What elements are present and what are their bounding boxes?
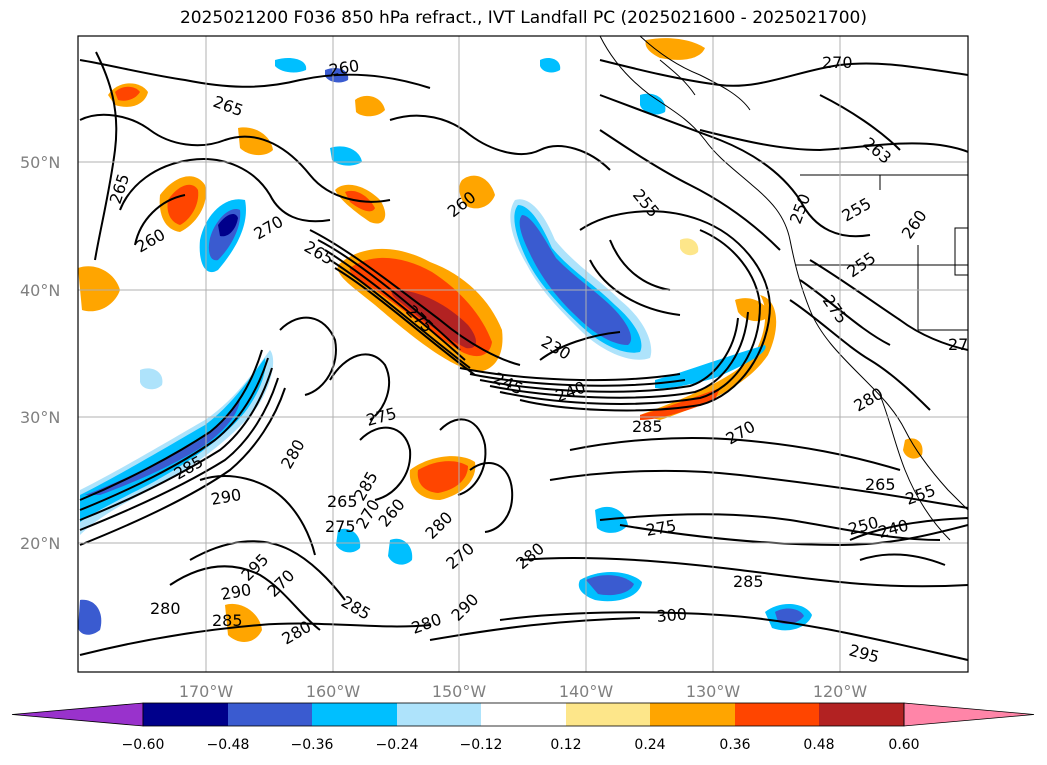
colorbar-tick-label: −0.60 (122, 737, 165, 753)
lat-label-20n: 20°N (20, 534, 60, 553)
lon-label-160w: 160°W (306, 682, 361, 701)
lat-label-50n: 50°N (20, 153, 60, 172)
contour-label: 300 (656, 604, 688, 626)
colorbar-segment (228, 703, 312, 726)
latitude-labels: 50°N 40°N 30°N 20°N (20, 153, 60, 553)
figure-title: 2025021200 F036 850 hPa refract., IVT La… (179, 8, 867, 28)
lon-label-150w: 150°W (432, 682, 487, 701)
lon-label-120w: 120°W (813, 682, 868, 701)
contour-label: 285 (733, 572, 764, 591)
map-frame (77, 35, 969, 673)
colorbar-tick-labels: −0.60 −0.48 −0.36 −0.24 −0.12 0.12 0.24 … (122, 737, 920, 753)
colorbar: −0.60 −0.48 −0.36 −0.24 −0.12 0.12 0.24 … (11, 702, 1035, 753)
colorbar-extend-low (11, 702, 144, 727)
colorbar-segments (11, 702, 1035, 727)
colorbar-segment (735, 703, 819, 726)
colorbar-tick-label: −0.12 (460, 737, 503, 753)
lon-label-130w: 130°W (686, 682, 741, 701)
colorbar-tick-label: 0.36 (719, 737, 750, 753)
colorbar-extend-high (903, 702, 1035, 727)
lat-label-40n: 40°N (20, 281, 60, 300)
contour-label: 265 (327, 492, 358, 511)
graticule (78, 36, 968, 672)
colorbar-tick-label: −0.24 (376, 737, 419, 753)
colorbar-segment (397, 703, 481, 726)
colorbar-tick-label: 0.60 (888, 737, 919, 753)
colorbar-tick-label: 0.24 (634, 737, 665, 753)
lat-label-30n: 30°N (20, 408, 60, 427)
contour-label: 265 (865, 475, 896, 494)
colorbar-segment (143, 703, 228, 726)
colorbar-outline (142, 702, 905, 727)
colorbar-tick-label: −0.48 (207, 737, 250, 753)
colorbar-tick-label: 0.12 (550, 737, 581, 753)
lon-label-140w: 140°W (559, 682, 614, 701)
contour-label: 285 (632, 417, 663, 436)
contour-label: 285 (212, 611, 243, 630)
longitude-labels: 170°W 160°W 150°W 140°W 130°W 120°W (179, 682, 868, 701)
colorbar-tick-label: −0.36 (291, 737, 334, 753)
colorbar-segment (566, 703, 650, 726)
contour-label: 280 (150, 599, 181, 618)
colorbar-segment (481, 703, 566, 726)
contour-label: 270 (948, 335, 979, 354)
map-plot-area: 260 270 265 265 263 255 260 270 260 265 … (78, 36, 979, 672)
colorbar-segment (650, 703, 735, 726)
colorbar-segment (312, 703, 397, 726)
refractivity-contours (79, 51, 968, 661)
colorbar-tick-label: 0.48 (803, 737, 834, 753)
lon-label-170w: 170°W (179, 682, 234, 701)
contour-label: 275 (325, 517, 356, 536)
coastline (599, 36, 968, 541)
contour-label: 270 (822, 53, 853, 72)
colorbar-segment (819, 703, 904, 726)
